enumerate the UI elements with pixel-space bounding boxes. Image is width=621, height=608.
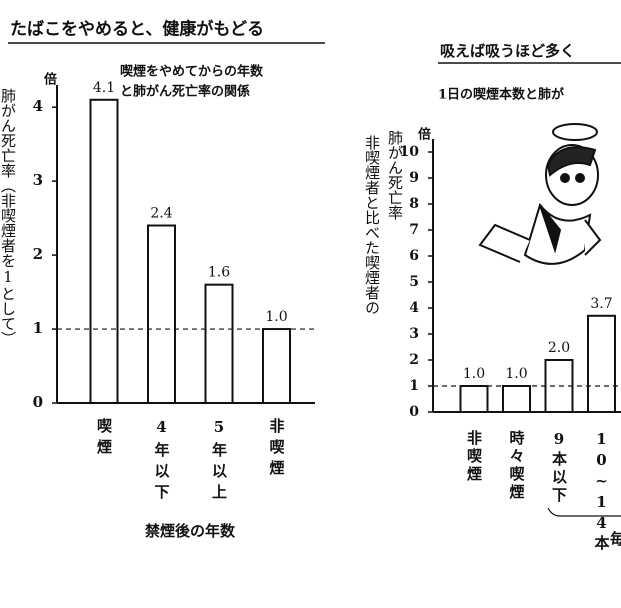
x-tick-label: 非喫煙 bbox=[268, 417, 286, 481]
chart-subtitle: 喫煙をやめてからの年数 bbox=[120, 64, 264, 80]
y-axis-label-note: 非喫煙者と比べた喫煙者の bbox=[363, 135, 381, 315]
y-tick-label: 1 bbox=[409, 378, 419, 394]
chart-subtitle: と肺がん死亡率の関係 bbox=[120, 84, 250, 100]
y-tick-label: 1 bbox=[33, 319, 43, 337]
y-tick-label: 10 bbox=[400, 144, 420, 160]
group-bracket bbox=[547, 507, 621, 517]
bar bbox=[89, 98, 119, 404]
bar bbox=[459, 385, 489, 413]
group-label: 禁煙後の年数 bbox=[145, 522, 236, 540]
value-label: 1.6 bbox=[208, 265, 230, 281]
bar bbox=[147, 224, 176, 404]
y-tick-label: 0 bbox=[409, 404, 419, 420]
x-tick-label: 4年以下 bbox=[153, 418, 171, 505]
angel-illustration bbox=[478, 123, 602, 265]
y-tick-label: 2 bbox=[33, 245, 43, 263]
x-tick-label: 5年以上 bbox=[210, 418, 228, 505]
x-tick-label: 喫煙 bbox=[95, 417, 113, 460]
value-label: 3.7 bbox=[590, 296, 612, 312]
bar bbox=[262, 328, 291, 404]
bar bbox=[587, 314, 616, 413]
value-label: 2.4 bbox=[150, 206, 172, 222]
chart-subtitle: 1日の喫煙本数と肺が bbox=[438, 87, 564, 103]
value-label: 1.0 bbox=[265, 309, 287, 325]
y-tick-label: 7 bbox=[409, 222, 419, 238]
y-tick-label: 5 bbox=[409, 274, 419, 290]
y-tick-label: 6 bbox=[409, 248, 419, 264]
x-tick-label: 非喫煙 bbox=[465, 429, 483, 484]
value-label: 1.0 bbox=[463, 366, 485, 382]
bar bbox=[204, 283, 234, 404]
bar bbox=[502, 385, 531, 413]
x-tick-label: 10~14本 bbox=[593, 430, 611, 553]
value-label: 2.0 bbox=[548, 340, 570, 356]
y-tick-label: 9 bbox=[409, 170, 419, 186]
y-tick-label: 2 bbox=[409, 352, 419, 368]
value-label: 1.0 bbox=[505, 366, 527, 382]
group-label: 毎 bbox=[610, 530, 621, 548]
y-tick-label: 3 bbox=[409, 326, 419, 342]
y-tick-label: 4 bbox=[33, 97, 43, 115]
value-label: 4.1 bbox=[93, 80, 115, 96]
page-title: たばこをやめると、健康がもどる bbox=[10, 19, 264, 40]
chart-title: 吸えば吸うほど多く bbox=[440, 42, 575, 60]
y-tick-label: 4 bbox=[409, 300, 419, 316]
x-tick-label: 時々喫煙 bbox=[508, 429, 526, 502]
y-tick-label: 3 bbox=[33, 171, 43, 189]
y-axis-label: 肺がん死亡率 bbox=[386, 130, 404, 220]
y-axis-label: 肺がん死亡率（非喫煙者を1として） bbox=[0, 88, 17, 346]
y-unit: 倍 bbox=[418, 127, 431, 143]
y-unit: 倍 bbox=[44, 72, 57, 88]
x-tick-label: 9本以下 bbox=[550, 430, 568, 505]
y-tick-label: 8 bbox=[409, 196, 419, 212]
y-tick-label: 0 bbox=[33, 393, 43, 411]
